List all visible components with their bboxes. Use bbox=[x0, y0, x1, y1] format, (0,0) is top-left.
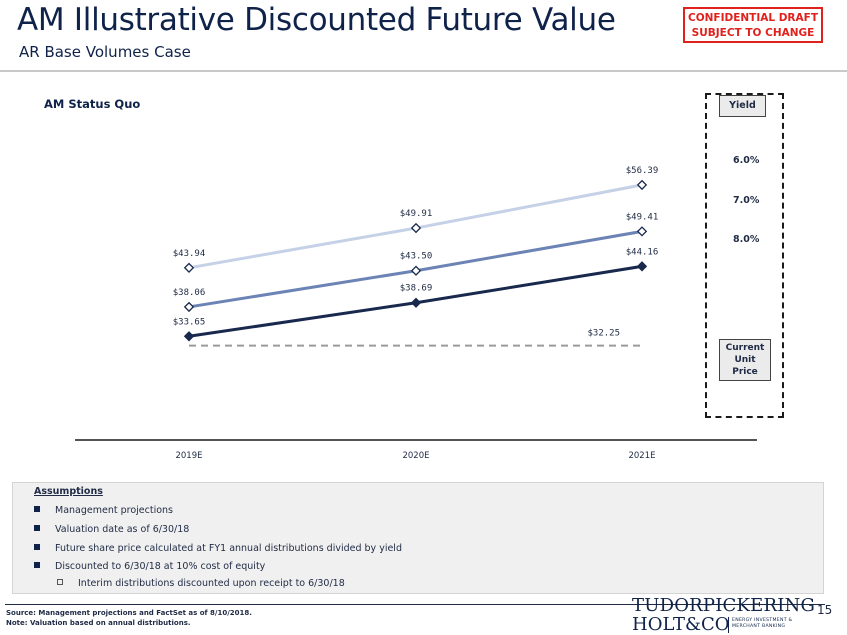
yield-value-8: 8.0% bbox=[733, 234, 760, 245]
square-bullet-icon bbox=[34, 506, 40, 512]
source-footnote: Source: Management projections and FactS… bbox=[6, 609, 252, 617]
logo-tag-line-2: MERCHANT BANKING bbox=[732, 624, 786, 629]
assumption-sub-text: Interim distributions discounted upon re… bbox=[78, 578, 345, 589]
confidential-line-2: SUBJECT TO CHANGE bbox=[691, 27, 815, 39]
assumption-bullet: Discounted to 6/30/18 at 10% cost of equ… bbox=[34, 561, 265, 572]
logo-tag-line-1: ENERGY INVESTMENT & bbox=[732, 618, 793, 623]
data-point-marker bbox=[183, 301, 195, 313]
assumption-sub-bullet: Interim distributions discounted upon re… bbox=[57, 578, 345, 589]
note-footnote: Note: Valuation based on annual distribu… bbox=[6, 619, 191, 627]
data-label: $49.41 bbox=[626, 212, 659, 222]
data-point-marker bbox=[183, 331, 195, 342]
data-point-marker bbox=[410, 297, 422, 308]
data-label: $43.50 bbox=[400, 252, 433, 262]
square-bullet-icon bbox=[34, 525, 40, 531]
assumption-text: Valuation date as of 6/30/18 bbox=[55, 524, 190, 535]
page-number: 15 bbox=[817, 603, 833, 617]
data-point-marker bbox=[636, 179, 648, 191]
x-axis-tick-label: 2021E bbox=[628, 451, 655, 461]
assumption-text: Discounted to 6/30/18 at 10% cost of equ… bbox=[55, 561, 266, 572]
current-unit-price-label: Current Unit Price bbox=[719, 339, 771, 381]
assumption-text: Future share price calculated at FY1 ann… bbox=[55, 543, 402, 554]
hollow-square-bullet-icon bbox=[57, 579, 63, 585]
page-title: AM Illustrative Discounted Future Value bbox=[17, 2, 616, 38]
header-divider bbox=[0, 70, 847, 72]
current-price-line-2: Unit bbox=[734, 355, 756, 365]
yield-value-7: 7.0% bbox=[733, 195, 760, 206]
data-label: $38.69 bbox=[400, 284, 433, 294]
firm-logo-line-1: TUDORPICKERING bbox=[632, 595, 816, 616]
yield-legend-title: Yield bbox=[719, 95, 766, 117]
x-axis-tick-label: 2019E bbox=[175, 451, 202, 461]
firm-logo-line-2: HOLT&CO bbox=[632, 614, 730, 635]
reference-value-label: $32.25 bbox=[587, 329, 620, 339]
firm-logo-tagline: ENERGY INVESTMENT & MERCHANT BANKING bbox=[732, 618, 792, 630]
data-point-marker bbox=[636, 261, 648, 272]
data-label: $44.16 bbox=[626, 247, 659, 257]
data-point-marker bbox=[636, 226, 648, 237]
confidential-badge: CONFIDENTIAL DRAFT SUBJECT TO CHANGE bbox=[683, 7, 823, 43]
square-bullet-icon bbox=[34, 562, 40, 568]
square-bullet-icon bbox=[34, 544, 40, 550]
section-label: AM Status Quo bbox=[44, 97, 141, 111]
data-label: $38.06 bbox=[173, 288, 206, 298]
current-price-line-3: Price bbox=[732, 367, 758, 377]
data-label: $33.65 bbox=[173, 317, 206, 327]
assumption-bullet: Valuation date as of 6/30/18 bbox=[34, 524, 189, 535]
data-label: $43.94 bbox=[173, 249, 206, 259]
current-price-line-1: Current bbox=[725, 343, 765, 353]
assumption-bullet: Future share price calculated at FY1 ann… bbox=[34, 543, 402, 554]
confidential-line-1: CONFIDENTIAL DRAFT bbox=[688, 12, 818, 24]
data-point-marker bbox=[183, 262, 195, 273]
assumption-bullet: Management projections bbox=[34, 505, 173, 516]
logo-divider bbox=[728, 617, 729, 633]
x-axis-tick-label: 2020E bbox=[402, 451, 429, 461]
yield-legend-frame bbox=[705, 93, 784, 418]
data-label: $49.91 bbox=[400, 209, 433, 219]
data-point-marker bbox=[410, 222, 422, 234]
assumption-text: Management projections bbox=[55, 505, 173, 516]
footer-divider bbox=[5, 604, 825, 605]
yield-value-6: 6.0% bbox=[733, 155, 760, 166]
assumptions-panel bbox=[12, 482, 824, 594]
line-chart: 2019E 2020E 2021E $32.25 $43.94 $49.91 $56.39 $… bbox=[75, 166, 757, 461]
data-point-marker bbox=[410, 265, 422, 276]
page-subtitle: AR Base Volumes Case bbox=[19, 43, 191, 61]
assumptions-title: Assumptions bbox=[34, 486, 103, 497]
data-label: $56.39 bbox=[626, 166, 659, 176]
